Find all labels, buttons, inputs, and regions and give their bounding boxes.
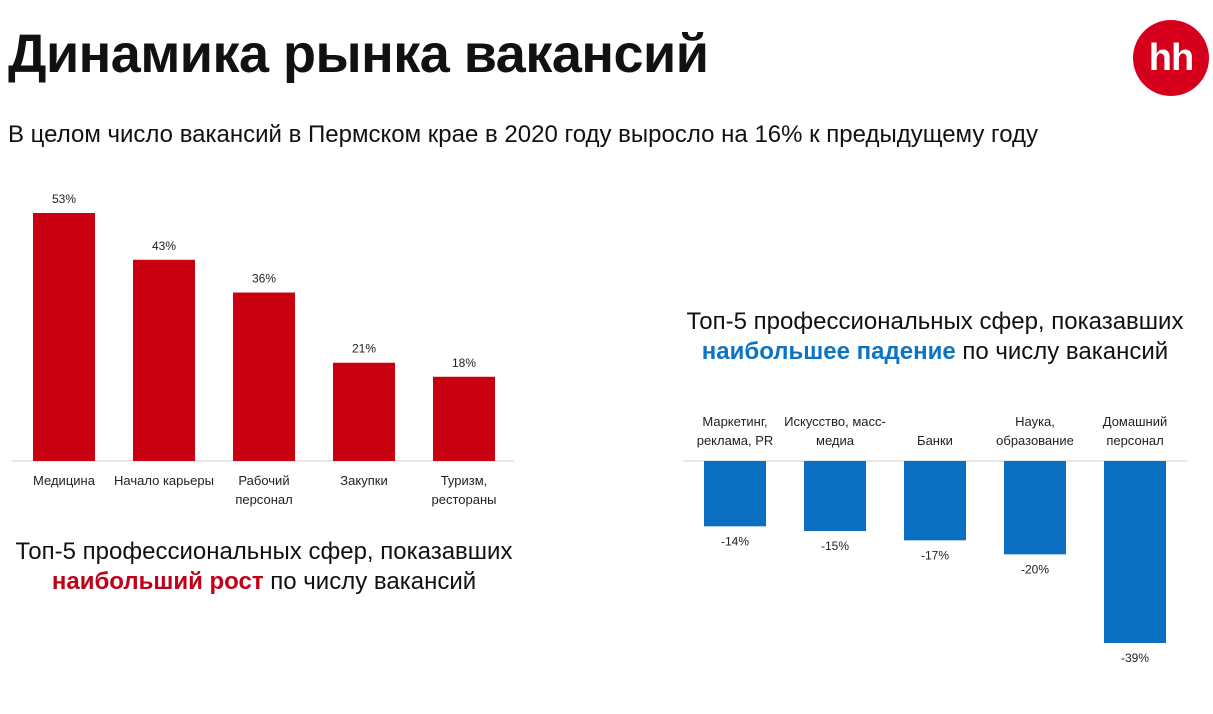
decline-data-label: -39% xyxy=(1121,651,1149,665)
growth-bar xyxy=(233,292,295,461)
decline-category-label: образование xyxy=(996,433,1074,448)
growth-caption-rest: по числу вакансий xyxy=(263,568,477,595)
growth-bar xyxy=(33,213,95,461)
growth-bar xyxy=(133,259,195,461)
decline-category-label: персонал xyxy=(1106,433,1163,448)
decline-caption-rest: по числу вакансий xyxy=(955,338,1169,365)
decline-caption-line2: наибольшее падение по числу вакансий xyxy=(682,337,1188,367)
growth-bar xyxy=(433,376,495,461)
growth-category-label: рестораны xyxy=(432,492,497,507)
decline-data-label: -14% xyxy=(721,534,749,548)
decline-bar xyxy=(904,461,966,541)
decline-data-label: -17% xyxy=(921,548,949,562)
decline-category-label: Маркетинг, xyxy=(702,414,767,429)
hh-logo: hh xyxy=(1133,20,1209,96)
growth-caption-highlight: наибольший рост xyxy=(51,568,264,595)
growth-caption-line2: наибольший рост по числу вакансий xyxy=(0,567,528,597)
page-subtitle: В целом число вакансий в Пермском крае в… xyxy=(8,121,1039,148)
decline-caption-line1: Топ-5 профессиональных сфер, показавших xyxy=(686,308,1184,335)
page-title: Динамика рынка вакансий xyxy=(8,24,709,84)
growth-bar xyxy=(333,362,395,461)
decline-chart-caption: Топ-5 профессиональных сфер, показавших … xyxy=(682,307,1188,367)
decline-caption-highlight: наибольшее падение xyxy=(701,338,956,365)
decline-bar xyxy=(1004,461,1066,555)
growth-category-label: Начало карьеры xyxy=(114,473,214,488)
growth-category-label: Закупки xyxy=(340,473,387,488)
decline-data-label: -15% xyxy=(821,539,849,553)
decline-data-label: -20% xyxy=(1021,562,1049,576)
growth-category-label: Медицина xyxy=(33,473,96,488)
growth-data-label: 53% xyxy=(52,192,76,206)
growth-data-label: 21% xyxy=(352,342,376,356)
decline-category-label: Банки xyxy=(917,433,953,448)
decline-bar xyxy=(804,461,866,531)
growth-caption-line1: Топ-5 профессиональных сфер, показавших xyxy=(15,538,513,565)
decline-category-label: Домашний xyxy=(1103,414,1167,429)
decline-bar xyxy=(704,461,766,527)
decline-category-label: реклама, PR xyxy=(697,433,774,448)
decline-category-label: Наука, xyxy=(1015,414,1055,429)
decline-category-label: медиа xyxy=(816,433,855,448)
growth-category-label: Рабочий xyxy=(238,473,289,488)
growth-category-label: персонал xyxy=(235,492,292,507)
decline-bar xyxy=(1104,461,1166,643)
growth-data-label: 43% xyxy=(152,239,176,253)
decline-category-label: Искусство, масс- xyxy=(784,414,886,429)
growth-category-label: Туризм, xyxy=(441,473,488,488)
growth-data-label: 18% xyxy=(452,356,476,370)
growth-data-label: 36% xyxy=(252,272,276,286)
growth-chart-caption: Топ-5 профессиональных сфер, показавших … xyxy=(0,537,528,597)
